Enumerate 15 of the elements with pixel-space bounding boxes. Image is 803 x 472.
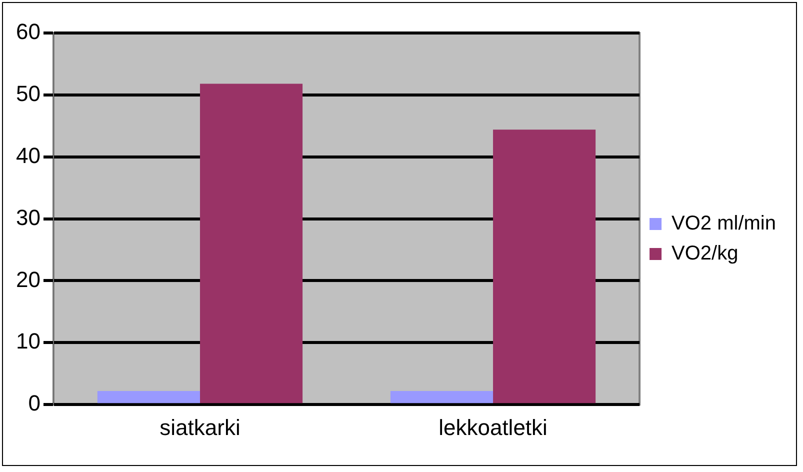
bar	[493, 130, 596, 404]
y-tick-label: 0	[28, 390, 40, 416]
y-tick-label: 60	[16, 19, 40, 44]
y-tick-label: 20	[16, 266, 40, 292]
x-tick-label: lekkoatletki	[438, 414, 548, 440]
y-tick-label: 10	[16, 328, 40, 354]
y-tick-label: 40	[16, 142, 40, 168]
y-tick-label: 30	[16, 204, 40, 230]
bar	[97, 390, 200, 404]
bar	[200, 84, 303, 404]
legend-label: VO2/kg	[672, 242, 738, 265]
y-tick-label: 50	[16, 80, 40, 106]
bar	[390, 390, 494, 404]
legend-label: VO2 ml/min	[672, 212, 776, 235]
x-tick-label: siatkarki	[160, 414, 240, 440]
